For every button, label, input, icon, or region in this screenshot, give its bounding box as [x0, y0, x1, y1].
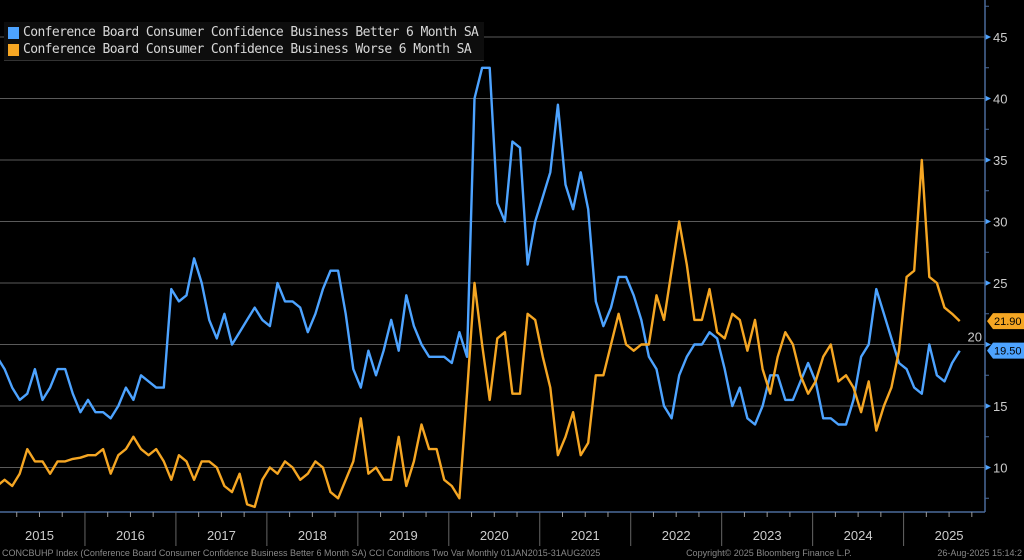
legend-item-worse: Conference Board Consumer Confidence Bus…: [8, 41, 478, 58]
line-chart: 2015 2016 2017 2018 2019 2020 2021 2022 2023 2024…: [0, 0, 1024, 546]
legend-label: Conference Board Consumer Confidence Bus…: [23, 42, 472, 57]
x-tick-label: 2024: [844, 528, 873, 543]
y-tick-label: 10: [993, 461, 1007, 476]
y-tick-label: 25: [993, 276, 1007, 291]
legend-swatch-orange: [8, 43, 19, 56]
y-tick: [985, 403, 991, 409]
y-tick-label: 45: [993, 30, 1007, 45]
footer: CONCBUHP Index (Conference Board Consume…: [0, 548, 1024, 559]
x-tick-label: 2020: [480, 528, 509, 543]
last-value-label: 19.50: [994, 346, 1022, 358]
last-value-tags: 19.50 21.90: [987, 313, 1024, 359]
last-value-tag: [987, 313, 1024, 330]
y-axis: 10 15 20 25 30 35 40 45: [968, 0, 1007, 512]
x-tick-label: 2017: [207, 528, 236, 543]
x-tick-label: 2025: [935, 528, 964, 543]
x-tick-label: 2022: [662, 528, 691, 543]
y-tick: [985, 218, 991, 225]
legend-label: Conference Board Consumer Confidence Bus…: [23, 25, 479, 40]
footer-timestamp: 26-Aug-2025 15:14:2: [937, 548, 1022, 558]
legend: Conference Board Consumer Confidence Bus…: [4, 22, 485, 61]
legend-item-better: Conference Board Consumer Confidence Bus…: [8, 24, 479, 41]
footer-source: CONCBUHP Index (Conference Board Consume…: [2, 548, 601, 558]
last-value-tag: [987, 342, 1024, 359]
x-tick-label: 2021: [571, 528, 600, 543]
x-tick-label: 2016: [116, 528, 145, 543]
legend-swatch-blue: [8, 26, 19, 39]
y-tick-label: 30: [993, 215, 1007, 230]
series-line-worse: [0, 158, 961, 509]
y-tick: [985, 280, 991, 286]
series-line-better: [0, 66, 961, 426]
x-axis: 2015 2016 2017 2018 2019 2020 2021 2022 2023 2024…: [0, 511, 985, 546]
x-tick-label: 2018: [298, 528, 327, 543]
y-tick: [985, 95, 991, 102]
y-tick: [985, 34, 991, 40]
y-tick-label: 15: [993, 399, 1007, 414]
y-tick-label: 35: [993, 153, 1007, 168]
last-value-label: 21.90: [994, 316, 1022, 328]
footer-copyright: Copyright© 2025 Bloomberg Finance L.P.: [686, 548, 852, 558]
y-tick-label: 40: [993, 92, 1007, 107]
y-tick: [985, 464, 991, 471]
y-tick: [985, 341, 991, 348]
x-tick-label: 2023: [753, 528, 782, 543]
x-tick-label: 2015: [25, 528, 54, 543]
y-tick-label: 20: [968, 330, 982, 345]
gridlines: [0, 36, 985, 468]
series-lines: [0, 66, 961, 509]
y-tick: [985, 157, 991, 163]
x-tick-label: 2019: [389, 528, 418, 543]
